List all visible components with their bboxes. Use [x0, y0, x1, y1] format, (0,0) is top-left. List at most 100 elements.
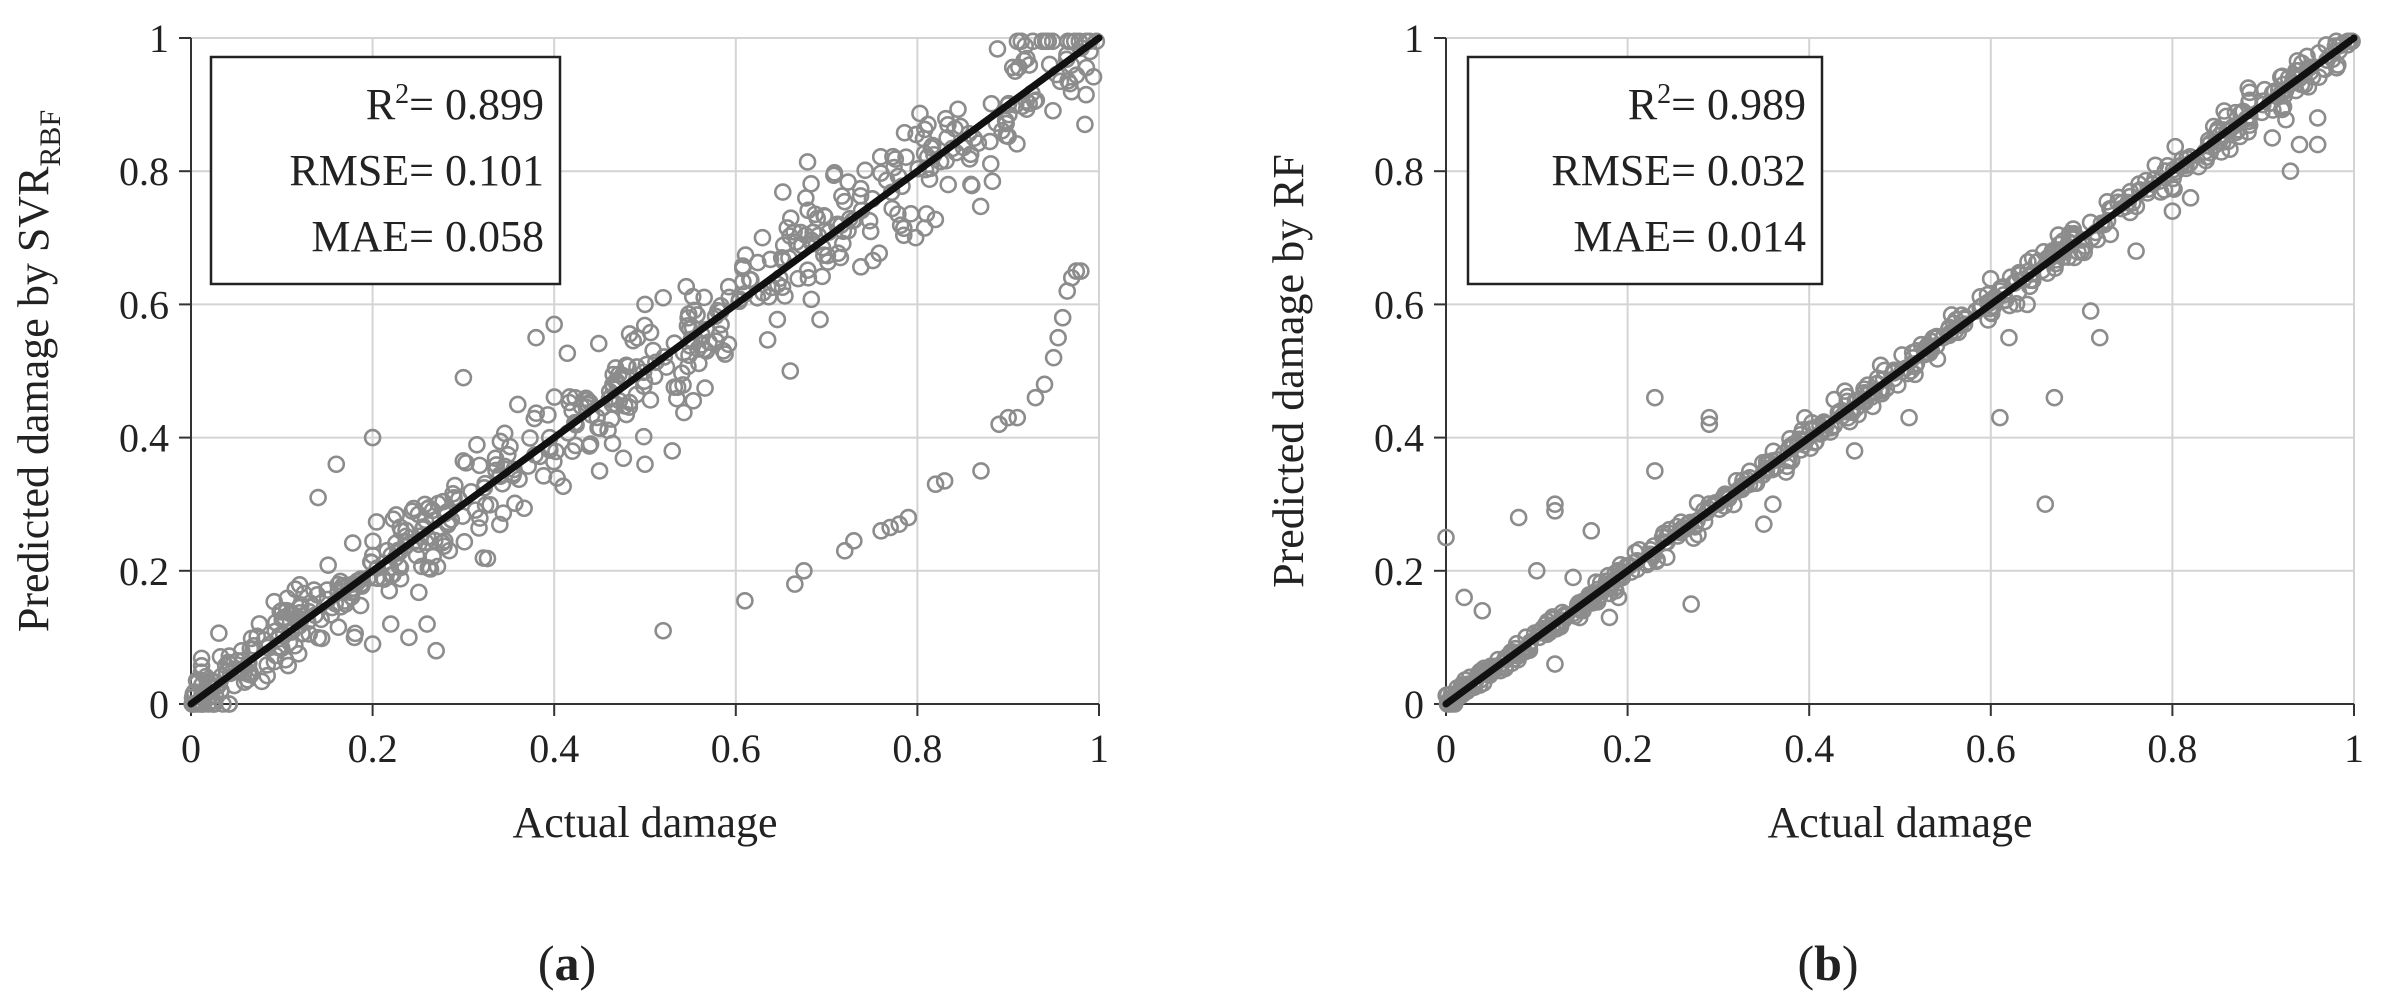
scatter-point [753, 228, 772, 247]
scatter-point [969, 134, 988, 152]
scatter-point [2019, 252, 2037, 271]
scatter-point [1546, 502, 1564, 520]
scatter-point [939, 175, 958, 194]
stats-box [1466, 55, 1824, 286]
scatter-point [951, 117, 970, 136]
x-tick-label: 0.4 [529, 726, 579, 771]
scatter-point [446, 476, 464, 495]
panel-label-letter: b [1814, 935, 1842, 991]
scatter-point [877, 171, 896, 190]
scatter-point [2165, 180, 2183, 198]
panel-label-open-paren: ( [538, 935, 555, 991]
scatter-point [761, 250, 780, 269]
x-axis-title: Actual damage [512, 798, 777, 847]
scatter-point [318, 581, 337, 599]
scatter-point [2146, 156, 2165, 175]
scatter-point [620, 325, 639, 343]
scatter-point [1546, 495, 1564, 514]
scatter-point [778, 219, 797, 237]
panel-label: (a) [538, 935, 596, 991]
scatter-point [988, 40, 1007, 58]
scatter-point [894, 226, 913, 245]
panel-label-close-paren: ) [1842, 935, 1859, 991]
scatter-point [883, 199, 901, 218]
scatter-point [999, 127, 1018, 146]
scatter-point [487, 456, 506, 474]
stats-mae-value: = 0.058 [409, 212, 544, 261]
scatter-point [798, 153, 817, 171]
scatter-point [1682, 595, 1700, 613]
scatter-point [2163, 178, 2182, 197]
scatter-point [2166, 137, 2185, 156]
y-axis-title-subscript: RBF [34, 110, 67, 167]
scatter-point [1611, 567, 1630, 586]
scatter-point [2022, 265, 2040, 283]
scatter-point [210, 624, 228, 642]
scatter-point [476, 496, 495, 514]
x-tick-label: 0.2 [348, 726, 398, 771]
scatter-point [331, 572, 350, 591]
scatter-point [534, 467, 553, 485]
scatter-point [410, 583, 428, 602]
scatter-point [250, 615, 269, 633]
scatter-point [603, 434, 622, 453]
scatter-point [1077, 85, 1095, 104]
scatter-point [1039, 32, 1058, 51]
scatter-point [1053, 308, 1072, 327]
x-tick-label: 0 [181, 726, 201, 771]
scatter-point [1688, 512, 1706, 530]
scatter-point [833, 187, 851, 205]
y-axis-title: Predicted damage by RF [1264, 154, 1313, 588]
scatter-point [719, 335, 738, 354]
x-tick-label: 0.2 [1603, 726, 1653, 771]
scatter-point [614, 449, 633, 468]
scatter-point [937, 109, 955, 128]
panel-label-open-paren: ( [1797, 935, 1814, 991]
scatter-point [2201, 133, 2220, 152]
scatter-point [281, 604, 300, 623]
scatter-point [235, 673, 254, 691]
scatter-point [899, 508, 918, 527]
scatter-point [2101, 225, 2120, 244]
scatter-point [508, 395, 527, 414]
scatter-point [647, 353, 665, 372]
scatter-point [695, 288, 713, 307]
scatter-point [380, 581, 399, 600]
scatter-point [2239, 123, 2257, 141]
scatter-point [468, 435, 486, 454]
scatter-point [1849, 405, 1867, 424]
scatter-point [277, 601, 296, 620]
scatter-point [2045, 388, 2064, 407]
scatter-point [654, 288, 672, 307]
scatter-point [861, 222, 880, 241]
y-tick-label: 0.2 [119, 549, 169, 594]
scatter-point [1546, 655, 1564, 673]
scatter-point [2221, 140, 2239, 159]
scatter-point [962, 176, 981, 195]
scatter-point [773, 278, 792, 297]
scatter-point [426, 531, 444, 550]
scatter-point [384, 510, 403, 528]
scatter-point [319, 556, 337, 574]
scatter-point [1700, 415, 1719, 434]
stats-mae-text: MAE= 0.058 [311, 212, 544, 261]
scatter-point [736, 246, 755, 264]
scatter-point [636, 295, 654, 314]
y-tick-label: 1 [149, 16, 169, 61]
scatter-point [309, 488, 327, 507]
scatter-point [758, 331, 777, 349]
scatter-point [617, 356, 636, 375]
scatter-point [2092, 214, 2111, 233]
scatter-point [1035, 375, 1054, 394]
scatter-point [654, 621, 672, 640]
scatter-point [1528, 561, 1546, 580]
scatter-point [1600, 608, 1619, 627]
scatter-point [872, 522, 890, 540]
stats-rmse-text: RMSE= 0.032 [1551, 146, 1806, 195]
scatter-point [286, 580, 305, 599]
scatter-point [1509, 508, 1528, 527]
scatter-point [2254, 95, 2272, 114]
scatter-point [768, 310, 787, 329]
scatter-point [486, 449, 505, 468]
scatter-point [400, 628, 418, 647]
